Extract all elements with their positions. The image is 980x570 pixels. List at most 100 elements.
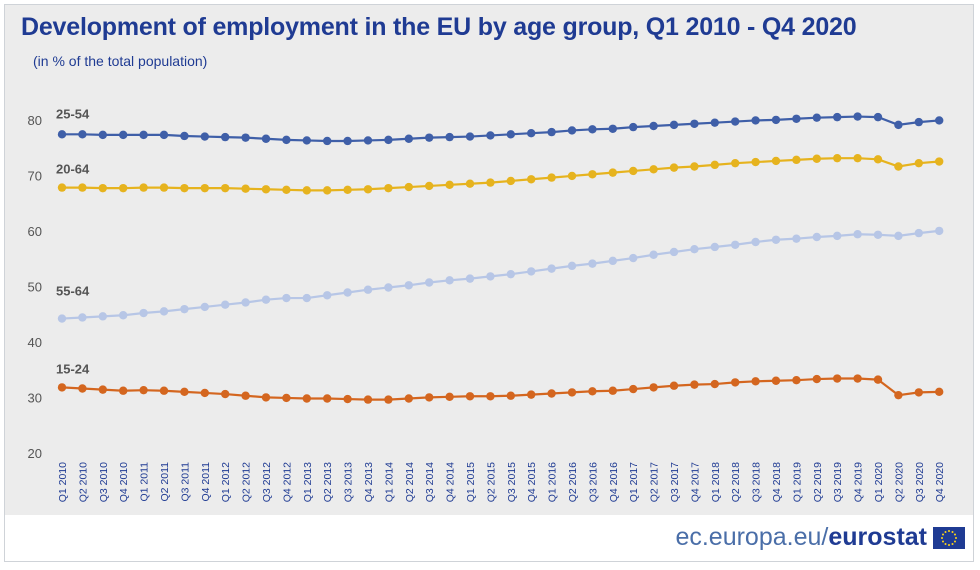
x-tick-label: Q1 2020 <box>873 462 885 502</box>
data-point <box>751 237 760 247</box>
data-point <box>649 165 658 174</box>
data-point <box>323 136 332 146</box>
data-point <box>425 278 434 287</box>
data-point <box>935 226 944 236</box>
x-tick-label: Q2 2018 <box>730 462 742 502</box>
data-point <box>771 235 781 244</box>
data-point <box>588 387 597 396</box>
x-tick-label: Q1 2010 <box>57 462 69 502</box>
chart-title: Development of employment in the EU by a… <box>21 13 857 41</box>
data-point <box>445 276 454 285</box>
data-point <box>57 383 67 392</box>
data-point <box>629 166 638 176</box>
data-point <box>241 184 250 193</box>
y-tick-label: 80 <box>28 113 42 128</box>
data-point <box>649 250 658 259</box>
data-point <box>241 133 250 142</box>
x-tick-label: Q1 2011 <box>139 462 151 502</box>
data-point <box>180 387 189 397</box>
data-point <box>98 312 108 321</box>
data-point <box>57 130 67 139</box>
data-point <box>119 130 128 140</box>
data-point <box>588 259 597 268</box>
data-point <box>486 131 495 140</box>
data-point <box>98 183 108 193</box>
series-label-15-24: 15-24 <box>56 361 90 376</box>
x-tick-label: Q4 2012 <box>281 462 293 502</box>
source-link[interactable]: ec.europa.eu/eurostat <box>675 523 927 552</box>
x-tick-label: Q3 2019 <box>832 462 844 502</box>
data-point <box>690 119 699 128</box>
data-point <box>302 136 311 145</box>
x-tick-label: Q4 2016 <box>608 462 620 502</box>
data-point <box>425 393 434 402</box>
data-point <box>506 269 515 279</box>
data-point <box>792 234 801 243</box>
y-tick-label: 20 <box>28 446 42 461</box>
data-point <box>363 185 373 194</box>
x-tick-label: Q3 2018 <box>751 462 763 502</box>
data-point <box>792 155 801 165</box>
data-point <box>629 384 638 394</box>
data-point <box>588 170 597 179</box>
data-point <box>669 381 679 390</box>
x-tick-label: Q4 2019 <box>853 462 865 502</box>
data-point <box>119 386 128 395</box>
data-point <box>833 153 842 163</box>
data-point <box>608 386 617 395</box>
data-point <box>139 308 148 318</box>
data-point <box>384 135 393 145</box>
y-tick-label: 50 <box>28 280 42 295</box>
data-point <box>180 183 189 193</box>
data-point <box>873 230 883 239</box>
data-point <box>914 228 923 238</box>
series-label-55-64: 55-64 <box>56 284 90 299</box>
eu-flag-icon <box>933 527 965 549</box>
x-tick-label: Q3 2011 <box>179 462 191 502</box>
data-point <box>690 380 699 389</box>
data-point <box>343 185 352 195</box>
data-point <box>119 311 128 320</box>
data-point <box>751 116 760 125</box>
data-point <box>710 118 719 127</box>
data-point <box>200 388 209 398</box>
series-line-20-64 <box>62 157 940 192</box>
data-point <box>302 394 311 403</box>
x-tick-label: Q2 2011 <box>159 462 171 502</box>
data-point <box>935 157 944 166</box>
data-point <box>363 395 373 404</box>
data-point <box>363 285 373 294</box>
x-tick-label: Q2 2019 <box>812 462 824 502</box>
data-point <box>425 133 434 142</box>
data-point <box>323 394 332 403</box>
data-point <box>384 283 393 292</box>
data-point <box>873 375 883 384</box>
data-point <box>159 386 169 395</box>
data-point <box>853 374 862 383</box>
x-tick-label: Q4 2015 <box>526 462 538 502</box>
x-tick-label: Q2 2020 <box>893 462 905 502</box>
data-point <box>771 156 781 166</box>
data-point <box>241 298 250 307</box>
data-point <box>690 162 699 171</box>
data-point <box>486 392 495 401</box>
data-point <box>506 176 515 186</box>
data-point <box>710 160 719 170</box>
data-point <box>873 155 883 164</box>
data-point <box>180 304 189 314</box>
data-point <box>853 112 862 121</box>
data-point <box>853 153 862 163</box>
data-point <box>669 247 679 257</box>
data-point <box>200 302 209 312</box>
data-point <box>751 157 760 167</box>
data-point <box>404 134 413 143</box>
data-point <box>200 132 209 141</box>
series-label-20-64: 20-64 <box>56 162 90 177</box>
data-point <box>139 130 148 140</box>
data-point <box>363 136 373 145</box>
x-tick-label: Q2 2016 <box>567 462 579 502</box>
data-point <box>404 394 413 403</box>
x-tick-label: Q4 2014 <box>445 462 457 502</box>
x-tick-label: Q1 2015 <box>465 462 477 502</box>
data-point <box>302 186 311 195</box>
